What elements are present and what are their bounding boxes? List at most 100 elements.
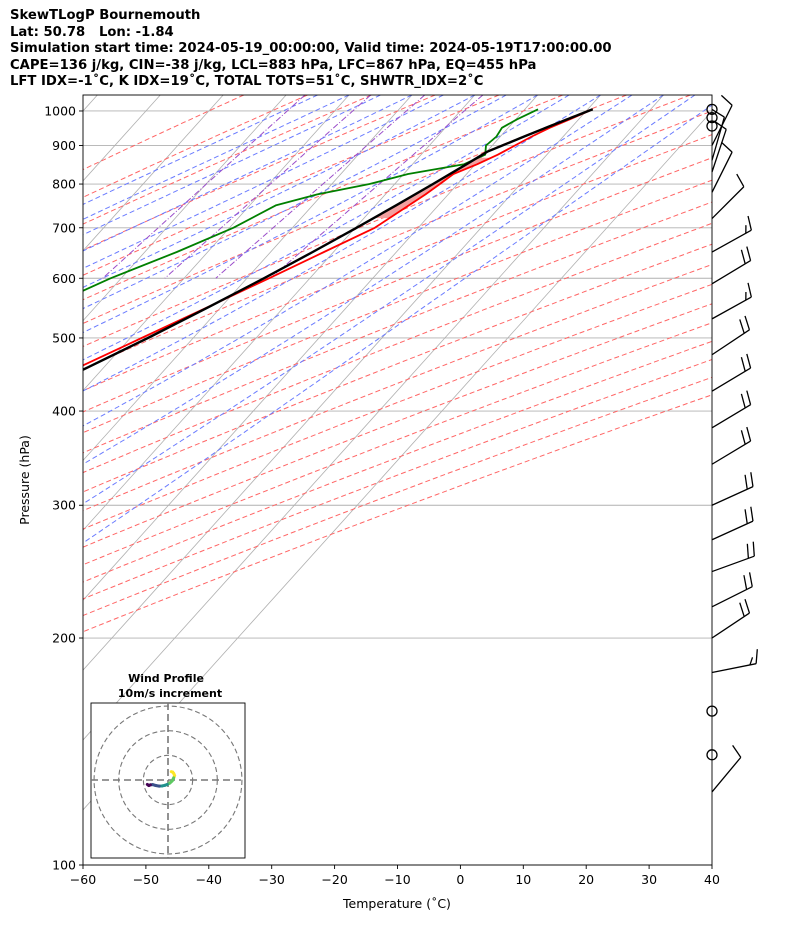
x-tick-label: −30 bbox=[259, 872, 285, 887]
wind-barb-staff bbox=[711, 520, 754, 541]
wind-barb-flag bbox=[720, 94, 733, 106]
wind-barb-flag bbox=[739, 319, 745, 334]
hodograph-inset: Wind Profile 10m/s increment bbox=[90, 672, 246, 859]
wind-barb-flag bbox=[750, 472, 754, 487]
wind-barb-calm bbox=[706, 749, 718, 761]
y-axis-label: Pressure (hPa) bbox=[17, 435, 32, 525]
wind-barb-flag bbox=[736, 173, 745, 188]
indices-line: LFT IDX=-1˚C, K IDX=19˚C, TOTAL TOTS=51˚… bbox=[10, 74, 484, 90]
isotherm bbox=[83, 95, 538, 601]
wind-barb-staff bbox=[711, 612, 750, 639]
wind-barb-staff bbox=[711, 586, 753, 608]
wind-barb-flag bbox=[750, 506, 754, 522]
wind-barb bbox=[711, 472, 754, 506]
y-tick-label: 100 bbox=[52, 858, 76, 873]
wind-barbs bbox=[706, 94, 758, 793]
isotherm bbox=[83, 95, 413, 462]
wind-barb-flag bbox=[744, 315, 751, 330]
wind-barb-staff bbox=[711, 756, 742, 793]
wind-barb-flag bbox=[746, 543, 750, 559]
y-tick-label: 1000 bbox=[44, 103, 76, 118]
isotherm bbox=[83, 95, 601, 671]
dry-adiabat bbox=[83, 243, 712, 493]
wind-barb-flag bbox=[740, 430, 746, 445]
x-tick-label: 40 bbox=[704, 872, 720, 887]
wind-barb-staff bbox=[711, 260, 751, 285]
wind-barb-flag bbox=[747, 215, 752, 231]
wind-barb-staff bbox=[711, 329, 750, 356]
wind-barb-flag bbox=[748, 572, 753, 587]
wind-barb bbox=[711, 108, 725, 161]
mixing-ratio-line bbox=[215, 95, 426, 279]
y-tick-label: 600 bbox=[52, 271, 76, 286]
wind-barb bbox=[711, 315, 751, 356]
wind-barb-flag bbox=[744, 509, 748, 524]
moist-adiabat bbox=[83, 95, 633, 427]
mixing-ratio-line bbox=[270, 95, 484, 279]
y-tick-label: 800 bbox=[52, 177, 76, 192]
wind-barb bbox=[711, 744, 742, 793]
wind-barb-calm bbox=[706, 120, 718, 132]
wind-barb bbox=[711, 572, 753, 608]
wind-barb-staff bbox=[711, 367, 751, 392]
wind-barb-flag bbox=[743, 575, 748, 590]
y-tick-label: 400 bbox=[52, 404, 76, 419]
wind-barb-flag bbox=[747, 282, 752, 298]
isotherm bbox=[83, 95, 476, 531]
wind-barb-flag bbox=[746, 426, 752, 442]
wind-barb-flag bbox=[740, 357, 746, 372]
dry-adiabat bbox=[83, 222, 712, 474]
x-tick-label: −20 bbox=[321, 872, 347, 887]
y-tick-label: 900 bbox=[52, 138, 76, 153]
wind-barb bbox=[711, 215, 752, 253]
wind-barb-flag bbox=[732, 744, 742, 758]
wind-barb bbox=[711, 94, 733, 146]
moist-adiabat bbox=[83, 95, 413, 252]
x-tick-label: 0 bbox=[456, 872, 464, 887]
y-tick-label: 500 bbox=[52, 330, 76, 345]
mixing-ratio-line bbox=[102, 95, 306, 279]
chart-title-block: SkewTLogP Bournemouth Lat: 50.78 Lon: -1… bbox=[10, 8, 612, 91]
y-tick-label: 200 bbox=[52, 631, 76, 646]
dry-adiabat bbox=[83, 95, 563, 301]
dry-adiabat bbox=[83, 201, 712, 454]
wind-barb-calm bbox=[706, 103, 718, 115]
moist-adiabat bbox=[83, 95, 538, 334]
wind-barb bbox=[711, 426, 752, 465]
wind-barb-flag bbox=[746, 390, 752, 405]
wind-barb-flag bbox=[755, 649, 758, 664]
dry-adiabat bbox=[83, 95, 627, 324]
y-tick-label: 700 bbox=[52, 220, 76, 235]
dry-adiabat bbox=[83, 358, 712, 600]
y-axis-ticks: 1000 900 800 700 600 500 400 300 200 100 bbox=[44, 103, 83, 873]
wind-barb-staff bbox=[711, 486, 754, 506]
wind-barb bbox=[711, 506, 754, 541]
x-axis-label: Temperature (˚C) bbox=[342, 896, 451, 911]
moist-adiabat bbox=[83, 104, 712, 544]
x-axis-ticks: −60 −50 −40 −30 −20 −10 0 10 20 30 40 bbox=[70, 865, 720, 887]
wind-barb bbox=[711, 246, 752, 285]
wind-barb-flag bbox=[713, 120, 727, 130]
hodograph-title: Wind Profile bbox=[128, 672, 204, 685]
wind-barb bbox=[711, 598, 751, 639]
wind-barb-staff bbox=[711, 151, 733, 193]
x-tick-label: 30 bbox=[641, 872, 657, 887]
x-tick-label: −10 bbox=[384, 872, 410, 887]
moist-adiabat bbox=[83, 95, 507, 310]
profile-lines bbox=[83, 108, 594, 372]
wind-barb-staff bbox=[711, 129, 727, 173]
wind-barb-flag bbox=[749, 657, 754, 666]
wind-barb bbox=[711, 173, 745, 220]
wind-barb-staff bbox=[711, 555, 755, 573]
x-tick-label: −40 bbox=[196, 872, 222, 887]
cape-area bbox=[83, 368, 85, 370]
moist-adiabat bbox=[83, 95, 570, 361]
temperature-line bbox=[83, 108, 594, 367]
dry-adiabat bbox=[83, 322, 712, 566]
wind-barb bbox=[711, 649, 758, 674]
wind-barb bbox=[711, 120, 727, 173]
dry-adiabat bbox=[83, 110, 712, 370]
x-tick-label: −60 bbox=[70, 872, 96, 887]
hodograph-segment bbox=[145, 782, 150, 787]
isotherm bbox=[83, 95, 350, 392]
